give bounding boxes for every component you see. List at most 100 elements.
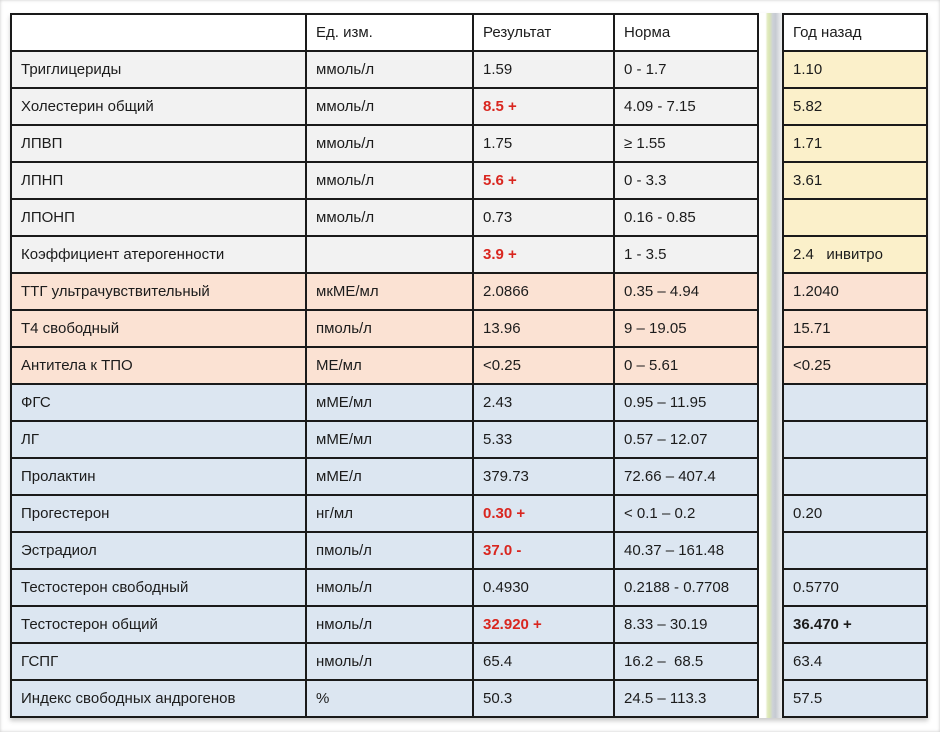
cell-norm: 0.35 – 4.94 <box>613 272 759 311</box>
cell-name: ЛПВП <box>10 124 307 163</box>
cell-units: мкМЕ/мл <box>305 272 474 311</box>
year-ago-row <box>782 420 928 459</box>
header-parameter <box>10 13 307 52</box>
cell-units: пмоль/л <box>305 531 474 570</box>
cell-name: Тестостерон общий <box>10 605 307 644</box>
cell-units: нмоль/л <box>305 568 474 607</box>
cell-norm: < 0.1 – 0.2 <box>613 494 759 533</box>
cell-name: Тестостерон свободный <box>10 568 307 607</box>
cell-name: ЛГ <box>10 420 307 459</box>
table-row: Коэффициент атерогенности 3.9 +1 - 3.5 <box>10 235 759 274</box>
cell-result: 5.33 <box>472 420 615 459</box>
cell-name: Индекс свободных андрогенов <box>10 679 307 718</box>
cell-name: Пролактин <box>10 457 307 496</box>
cell-result: 1.75 <box>472 124 615 163</box>
year-table-body: 1.10 5.82 1.71 3.61 2.4 инвитро 1.2040 15.71 <0… <box>782 50 928 718</box>
cell-result: 13.96 <box>472 309 615 348</box>
cell-year-ago <box>782 531 928 570</box>
cell-norm: 0.2188 - 0.7708 <box>613 568 759 607</box>
cell-year-ago <box>782 198 928 237</box>
cell-norm: 40.37 – 161.48 <box>613 531 759 570</box>
year-ago-row: 57.5 <box>782 679 928 718</box>
cell-result: 379.73 <box>472 457 615 496</box>
table-row: Индекс свободных андрогенов% 50.3 24.5 – 1… <box>10 679 759 718</box>
cell-year-ago <box>782 383 928 422</box>
table-row: Холестерин общий ммоль/л 8.5 +4.09 - 7.15 <box>10 87 759 126</box>
cell-units: нг/мл <box>305 494 474 533</box>
year-ago-row: 36.470 + <box>782 605 928 644</box>
table-row: ЛПНП ммоль/л 5.6 +0 - 3.3 <box>10 161 759 200</box>
year-ago-row: 1.2040 <box>782 272 928 311</box>
cell-units: пмоль/л <box>305 309 474 348</box>
header-year-ago: Год назад <box>782 13 928 52</box>
table-row: ТТГ ультрачувствительный мкМЕ/мл 2.0866 0.3… <box>10 272 759 311</box>
cell-units: ммоль/л <box>305 50 474 89</box>
cell-units: мМЕ/мл <box>305 420 474 459</box>
year-ago-row <box>782 531 928 570</box>
cell-name: ЛПНП <box>10 161 307 200</box>
cell-year-ago: 36.470 + <box>782 605 928 644</box>
cell-year-ago: 0.5770 <box>782 568 928 607</box>
header-row: Ед. изм. Результат Норма <box>10 13 759 52</box>
cell-name: Антитела к ТПО <box>10 346 307 385</box>
year-ago-row: <0.25 <box>782 346 928 385</box>
header-units: Ед. изм. <box>305 13 474 52</box>
cell-norm: 4.09 - 7.15 <box>613 87 759 126</box>
cell-norm: 0.57 – 12.07 <box>613 420 759 459</box>
table-row: ГСПГ нмоль/л 65.4 16.2 – 68.5 <box>10 642 759 681</box>
cell-norm: 8.33 – 30.19 <box>613 605 759 644</box>
cell-units <box>305 235 474 274</box>
lab-results-panel: Ед. изм. Результат Норма Триглицериды ммо… <box>10 13 932 718</box>
year-ago-row: 0.20 <box>782 494 928 533</box>
table-row: Т4 свободный пмоль/л 13.96 9 – 19.05 <box>10 309 759 348</box>
year-ago-row <box>782 457 928 496</box>
cell-norm: 1 - 3.5 <box>613 235 759 274</box>
cell-name: ГСПГ <box>10 642 307 681</box>
year-ago-row: 1.71 <box>782 124 928 163</box>
cell-norm: 9 – 19.05 <box>613 309 759 348</box>
cell-norm: 0.16 - 0.85 <box>613 198 759 237</box>
cell-units: % <box>305 679 474 718</box>
cell-year-ago: 5.82 <box>782 87 928 126</box>
cell-name: Триглицериды <box>10 50 307 89</box>
cell-units: мМЕ/л <box>305 457 474 496</box>
cell-name: ЛПОНП <box>10 198 307 237</box>
table-row: Антитела к ТПО МЕ/мл <0.25 0 – 5.61 <box>10 346 759 385</box>
year-ago-row: 3.61 <box>782 161 928 200</box>
cell-result: 1.59 <box>472 50 615 89</box>
table-row: Эстрадиол пмоль/л 37.0 -40.37 – 161.48 <box>10 531 759 570</box>
cell-result: 0.30 + <box>472 494 615 533</box>
table-row: Тестостерон свободный нмоль/л 0.4930 0.2188… <box>10 568 759 607</box>
column-divider <box>759 13 782 718</box>
results-table: Ед. изм. Результат Норма Триглицериды ммо… <box>10 13 759 718</box>
cell-result: 2.0866 <box>472 272 615 311</box>
cell-result: 0.73 <box>472 198 615 237</box>
table-row: ЛПВП ммоль/л 1.75 ≥ 1.55 <box>10 124 759 163</box>
year-ago-row <box>782 198 928 237</box>
year-ago-table: Год назад 1.10 5.82 1.71 3.61 2.4 инвитро 1.2… <box>782 13 928 718</box>
cell-result: 37.0 - <box>472 531 615 570</box>
cell-result: 0.4930 <box>472 568 615 607</box>
cell-units: нмоль/л <box>305 605 474 644</box>
cell-name: Прогестерон <box>10 494 307 533</box>
cell-year-ago <box>782 457 928 496</box>
cell-units: мМЕ/мл <box>305 383 474 422</box>
cell-result: 50.3 <box>472 679 615 718</box>
table-row: Пролактин мМЕ/л 379.73 72.66 – 407.4 <box>10 457 759 496</box>
cell-norm: 0 - 3.3 <box>613 161 759 200</box>
cell-year-ago: 63.4 <box>782 642 928 681</box>
header-result: Результат <box>472 13 615 52</box>
cell-units: нмоль/л <box>305 642 474 681</box>
table-row: ФГС мМЕ/мл 2.43 0.95 – 11.95 <box>10 383 759 422</box>
cell-year-ago: 1.10 <box>782 50 928 89</box>
cell-result: 5.6 + <box>472 161 615 200</box>
year-ago-row: 15.71 <box>782 309 928 348</box>
cell-year-ago: 0.20 <box>782 494 928 533</box>
cell-name: ФГС <box>10 383 307 422</box>
cell-result: 8.5 + <box>472 87 615 126</box>
cell-units: МЕ/мл <box>305 346 474 385</box>
year-ago-row <box>782 383 928 422</box>
year-header-row: Год назад <box>782 13 928 52</box>
cell-year-ago: 57.5 <box>782 679 928 718</box>
